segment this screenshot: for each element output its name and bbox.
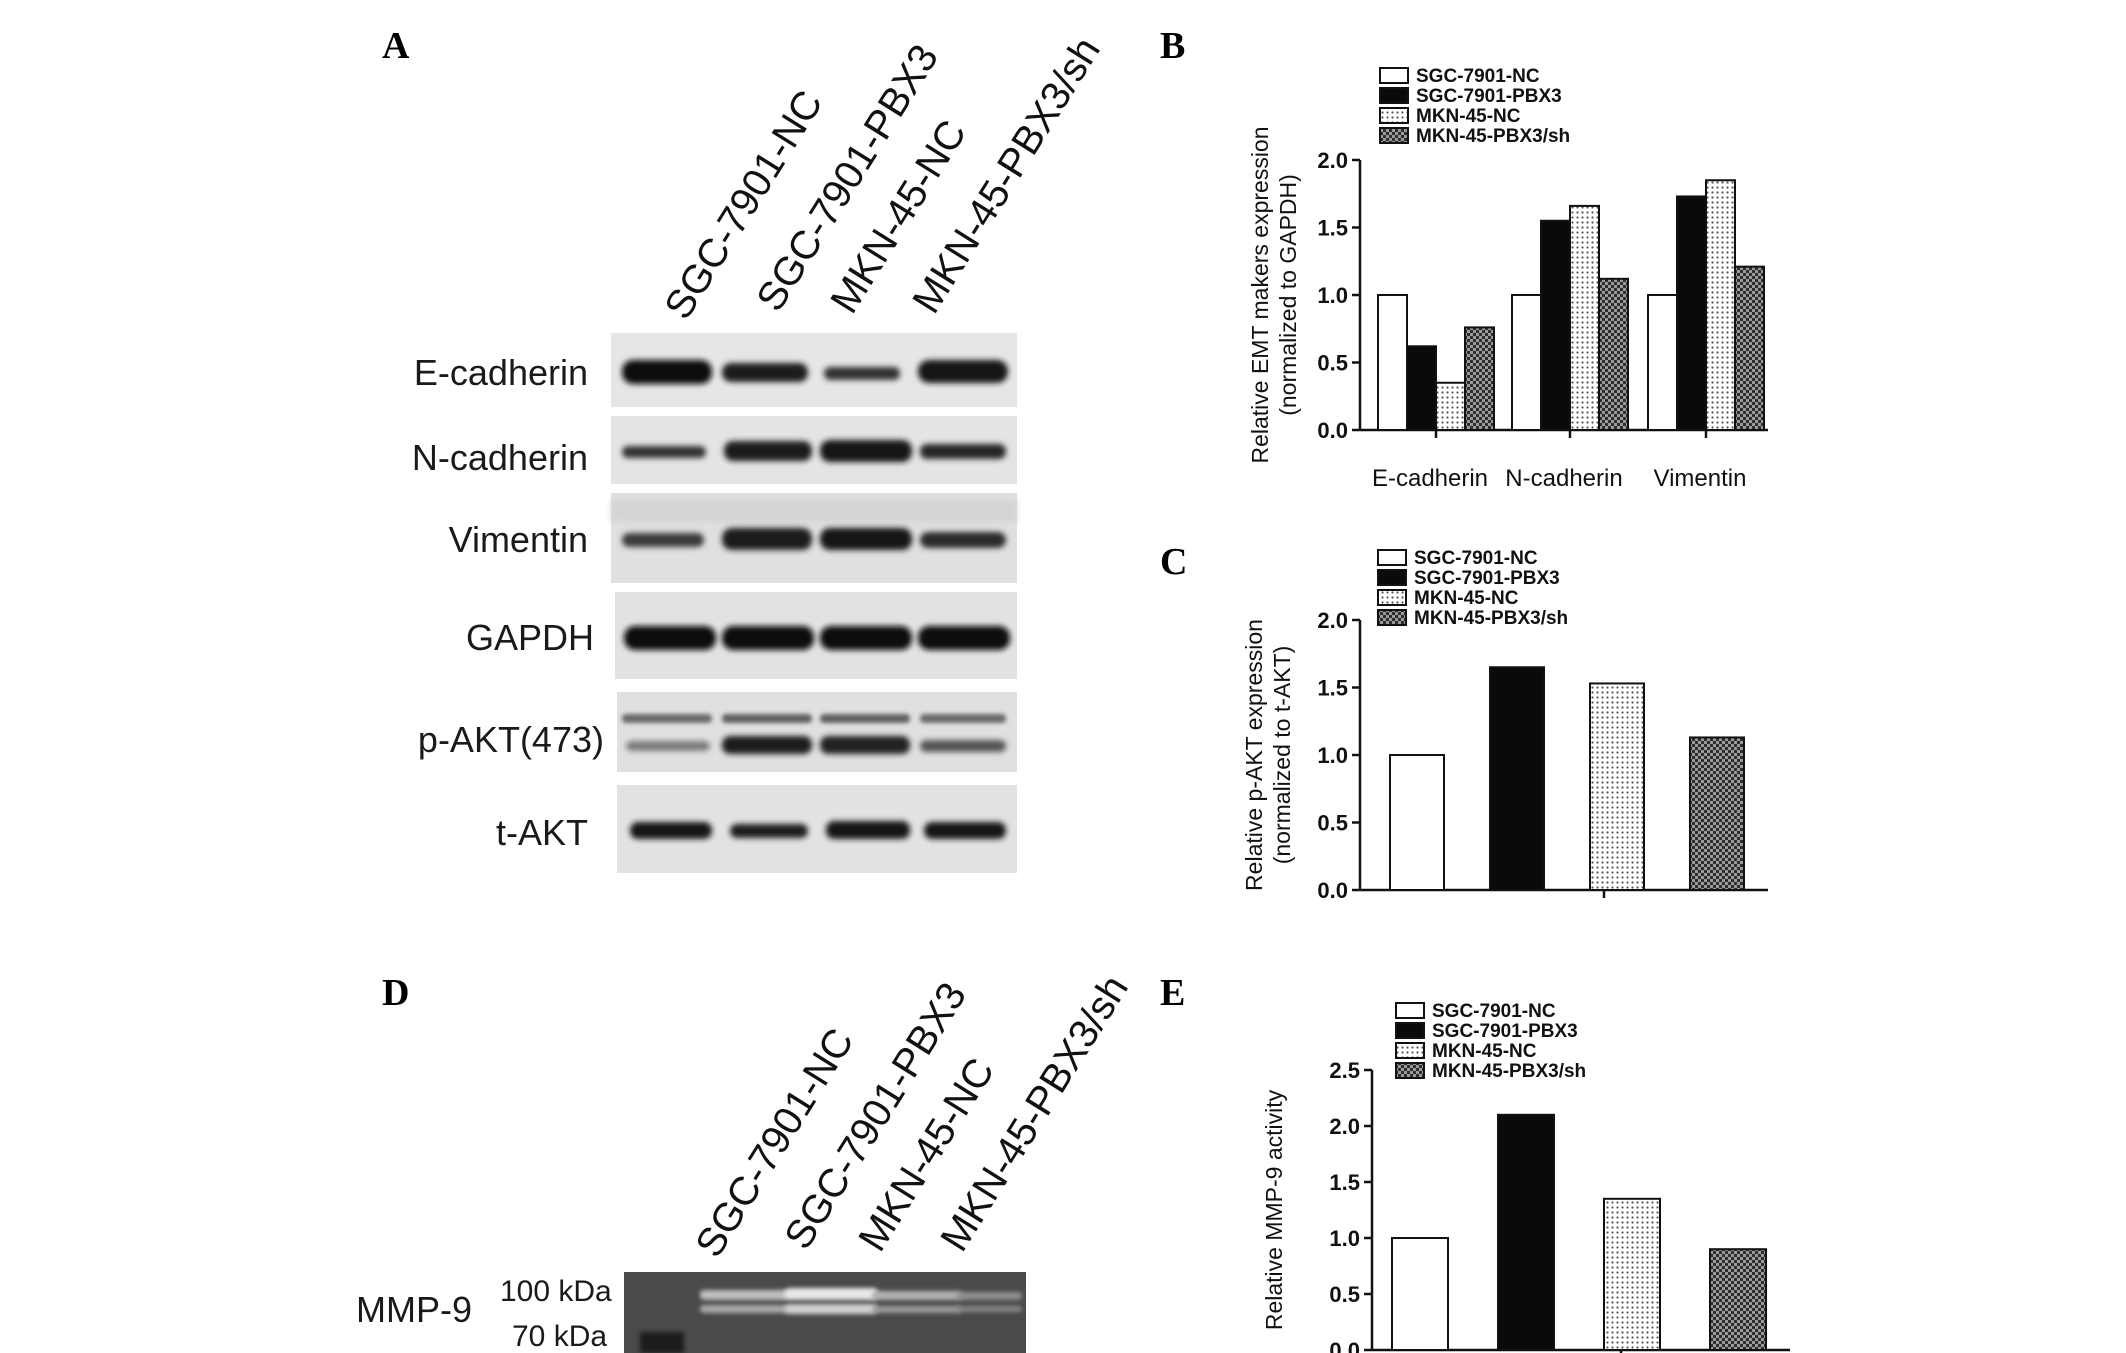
legend-label-mkn-45-pbx3-sh: MKN-45-PBX3/sh xyxy=(1432,1061,1586,1082)
bar-b-mkn-45-pbx3-sh-vimentin xyxy=(1734,265,1765,431)
category-label-n-cadherin: N-cadherin xyxy=(1505,465,1622,492)
panel-letter-e: E xyxy=(1160,972,1185,1014)
bar-c-sgc-7901-nc xyxy=(1389,754,1445,891)
legend-swatch-sgc-7901-nc xyxy=(1395,1002,1425,1019)
y-tick-label: 2.5 xyxy=(1329,1058,1360,1083)
legend-label-sgc-7901-nc: SGC-7901-NC xyxy=(1432,1001,1556,1022)
bar-b-sgc-7901-nc-e-cadherin xyxy=(1377,294,1408,431)
y-tick-label: 0.5 xyxy=(1317,811,1348,836)
legend-label-mkn-45-nc: MKN-45-NC xyxy=(1416,106,1521,127)
panel-letter-d: D xyxy=(382,972,409,1014)
y-axis-label-2: (normalized to GAPDH) xyxy=(1275,174,1301,416)
y-axis-label: Relative p-AKT expression xyxy=(1241,619,1267,891)
legend-swatch-sgc-7901-pbx3 xyxy=(1395,1022,1425,1039)
zymogram-lane-labels: SGC-7901-NC SGC-7901-PBX3 MKN-45-NC MKN-… xyxy=(687,968,1137,1265)
blot-strip-p-akt xyxy=(617,692,1017,772)
y-tick-label: 1.5 xyxy=(1317,676,1348,701)
y-tick-label: 1.0 xyxy=(1317,283,1348,308)
y-tick-label: 2.0 xyxy=(1317,608,1348,633)
y-axis-label: Relative MMP-9 activity xyxy=(1261,1089,1287,1330)
legend-swatch-sgc-7901-nc xyxy=(1377,549,1407,566)
bar-e-sgc-7901-nc xyxy=(1391,1237,1449,1351)
row-label-n-cadherin: N-cadherin xyxy=(412,437,588,478)
bar-c-sgc-7901-pbx3 xyxy=(1489,666,1545,891)
y-tick-label: 1.0 xyxy=(1317,743,1348,768)
legend-swatch-mkn-45-nc xyxy=(1377,589,1407,606)
legend-label-mkn-45-pbx3-sh: MKN-45-PBX3/sh xyxy=(1416,126,1570,147)
western-lane-labels: SGC-7901-NC SGC-7901-PBX3 MKN-45-NC MKN-… xyxy=(656,30,1109,327)
row-label-vimentin: Vimentin xyxy=(449,519,588,560)
legend-label-sgc-7901-pbx3: SGC-7901-PBX3 xyxy=(1432,1021,1578,1042)
legend-label-sgc-7901-nc: SGC-7901-NC xyxy=(1414,548,1538,569)
zymo-mmp9-label: MMP-9 xyxy=(356,1289,472,1330)
blot-strip-e-cadherin xyxy=(611,333,1017,407)
chart-emt-markers: 0.0 0.5 1.0 1.5 2.0 Relative EMT makers expre… xyxy=(1247,66,1768,492)
blot-strip-n-cadherin xyxy=(611,416,1017,484)
legend-swatch-mkn-45-nc xyxy=(1379,107,1409,124)
legend-label-sgc-7901-pbx3: SGC-7901-PBX3 xyxy=(1414,568,1560,589)
legend-swatch-mkn-45-pbx3-sh xyxy=(1377,609,1407,626)
panel-letter-b: B xyxy=(1160,25,1185,67)
y-tick-label: 1.5 xyxy=(1317,216,1348,241)
bar-b-sgc-7901-nc-vimentin xyxy=(1647,294,1678,431)
blot-strip-gapdh xyxy=(615,592,1017,679)
bar-b-mkn-45-pbx3-sh-n-cadherin xyxy=(1598,277,1629,431)
legend-swatch-sgc-7901-pbx3 xyxy=(1379,87,1409,104)
bar-b-mkn-45-pbx3-sh-e-cadherin xyxy=(1464,326,1495,431)
y-tick-label: 0.5 xyxy=(1329,1282,1360,1307)
bar-c-mkn-45-nc xyxy=(1589,682,1645,892)
y-axis-label-2: (normalized to t-AKT) xyxy=(1269,646,1295,865)
legend-label-sgc-7901-pbx3: SGC-7901-PBX3 xyxy=(1416,86,1562,107)
y-tick-label: 0.0 xyxy=(1317,418,1348,443)
y-tick-label: 0.5 xyxy=(1317,351,1348,376)
western-blot xyxy=(611,333,1017,873)
western-row-labels: E-cadherin N-cadherin Vimentin GAPDH p-A… xyxy=(412,352,604,853)
legend-label-sgc-7901-nc: SGC-7901-NC xyxy=(1416,66,1540,87)
y-tick-label: 1.5 xyxy=(1329,1170,1360,1195)
bar-e-mkn-45-nc xyxy=(1603,1197,1661,1352)
legend-label-mkn-45-pbx3-sh: MKN-45-PBX3/sh xyxy=(1414,608,1568,629)
legend-label-mkn-45-nc: MKN-45-NC xyxy=(1432,1041,1537,1062)
chart-p-akt: 0.0 0.5 1.0 1.5 2.0 Relative p-AKT expression… xyxy=(1241,548,1768,903)
bar-b-mkn-45-nc-n-cadherin xyxy=(1569,204,1600,431)
legend-swatch-mkn-45-pbx3-sh xyxy=(1395,1062,1425,1079)
panel-letter-a: A xyxy=(382,25,410,67)
category-label-e-cadherin: E-cadherin xyxy=(1372,465,1488,492)
legend-swatch-sgc-7901-nc xyxy=(1379,67,1409,84)
category-label-vimentin: Vimentin xyxy=(1654,465,1747,492)
y-tick-label: 1.0 xyxy=(1329,1226,1360,1251)
row-label-p-akt: p-AKT(473) xyxy=(418,719,604,760)
zymo-marker-100: 100 kDa xyxy=(500,1275,612,1308)
bar-b-sgc-7901-pbx3-vimentin xyxy=(1676,195,1707,431)
blot-strip-t-akt xyxy=(617,785,1017,873)
bar-b-sgc-7901-pbx3-e-cadherin xyxy=(1406,345,1437,431)
blot-strip-vimentin xyxy=(611,493,1017,583)
bar-c-mkn-45-pbx3-sh xyxy=(1689,736,1745,892)
y-tick-label: 2.0 xyxy=(1317,148,1348,173)
row-label-e-cadherin: E-cadherin xyxy=(414,352,588,393)
zymogram: MMP-9 100 kDa 70 kDa xyxy=(356,1272,1026,1353)
y-tick-label: 0.0 xyxy=(1317,878,1348,903)
row-label-gapdh: GAPDH xyxy=(466,617,594,658)
legend-swatch-sgc-7901-pbx3 xyxy=(1377,569,1407,586)
y-axis-label: Relative EMT makers expression xyxy=(1247,126,1273,463)
row-label-t-akt: t-AKT xyxy=(496,812,588,853)
bar-b-mkn-45-nc-e-cadherin xyxy=(1435,381,1466,431)
legend-swatch-mkn-45-pbx3-sh xyxy=(1379,127,1409,144)
chart-mmp9-activity: 0.0 0.5 1.0 1.5 2.0 2.5 Relative MMP-9 activit… xyxy=(1261,1001,1790,1353)
legend-swatch-mkn-45-nc xyxy=(1395,1042,1425,1059)
legend-label-mkn-45-nc: MKN-45-NC xyxy=(1414,588,1519,609)
bar-b-sgc-7901-pbx3-n-cadherin xyxy=(1540,219,1571,431)
bar-e-sgc-7901-pbx3 xyxy=(1497,1113,1555,1352)
panel-letter-c: C xyxy=(1160,541,1187,583)
bar-e-mkn-45-pbx3-sh xyxy=(1709,1248,1767,1351)
bar-b-mkn-45-nc-vimentin xyxy=(1705,179,1736,431)
y-tick-label: 0.0 xyxy=(1329,1338,1360,1353)
bar-b-sgc-7901-nc-n-cadherin xyxy=(1511,294,1542,431)
y-tick-label: 2.0 xyxy=(1329,1114,1360,1139)
zymo-marker-70: 70 kDa xyxy=(512,1320,607,1353)
